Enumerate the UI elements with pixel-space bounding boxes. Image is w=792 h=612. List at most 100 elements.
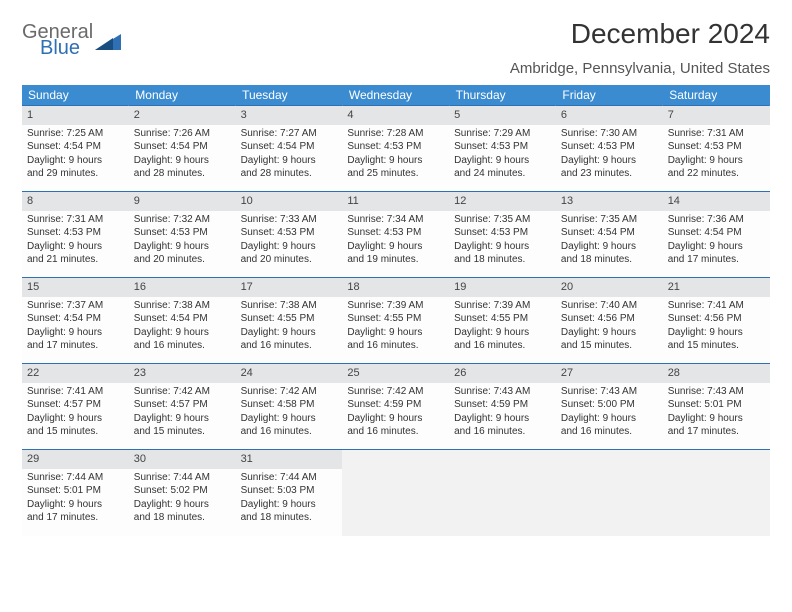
- calendar-week-row: 1 Sunrise: 7:25 AMSunset: 4:54 PM Daylight…: [22, 106, 770, 192]
- day-info-line: Daylight: 9 hours: [561, 326, 658, 340]
- calendar-day-cell: 12Sunrise: 7:35 AMSunset: 4:53 PMDayligh…: [449, 192, 556, 278]
- day-number: 12: [449, 192, 556, 211]
- day-info-line: Daylight: 9 hours: [27, 326, 124, 340]
- day-info-line: Sunrise: 7:41 AM: [668, 299, 765, 313]
- day-info-line: and 16 minutes.: [454, 425, 551, 439]
- weekday-header: Friday: [556, 85, 663, 106]
- logo-triangle-icon: [95, 30, 121, 50]
- day-info-line: Daylight: 9 hours: [241, 412, 338, 426]
- calendar-week-row: 8Sunrise: 7:31 AMSunset: 4:53 PMDaylight…: [22, 192, 770, 278]
- day-number: 27: [556, 364, 663, 383]
- day-number: 5: [449, 106, 556, 125]
- day-number: 20: [556, 278, 663, 297]
- day-number: 24: [236, 364, 343, 383]
- day-info-line: Daylight: 9 hours: [241, 326, 338, 340]
- calendar-day-cell: 5Sunrise: 7:29 AMSunset: 4:53 PMDaylight…: [449, 106, 556, 192]
- weekday-header: Sunday: [22, 85, 129, 106]
- day-info-line: Sunrise: 7:38 AM: [241, 299, 338, 313]
- day-number: 26: [449, 364, 556, 383]
- day-info-line: Sunrise: 7:44 AM: [241, 471, 338, 485]
- day-info-line: and 20 minutes.: [241, 253, 338, 267]
- day-info-line: Sunrise: 7:26 AM: [134, 127, 231, 141]
- title-block: December 2024: [571, 18, 770, 50]
- calendar-day-cell: 9Sunrise: 7:32 AMSunset: 4:53 PMDaylight…: [129, 192, 236, 278]
- day-info-line: Sunrise: 7:39 AM: [454, 299, 551, 313]
- day-info-line: Sunrise: 7:35 AM: [561, 213, 658, 227]
- day-info-line: Sunrise: 7:43 AM: [561, 385, 658, 399]
- day-info-line: and 24 minutes.: [454, 167, 551, 181]
- day-info-line: Sunset: 5:00 PM: [561, 398, 658, 412]
- day-number: 18: [342, 278, 449, 297]
- day-info-line: Sunrise: 7:42 AM: [347, 385, 444, 399]
- calendar-day-cell: 6Sunrise: 7:30 AMSunset: 4:53 PMDaylight…: [556, 106, 663, 192]
- day-info-line: and 17 minutes.: [27, 511, 124, 525]
- calendar-week-row: 29 Sunrise: 7:44 AM Sunset: 5:01 PM Dayligh…: [22, 450, 770, 536]
- day-number: 25: [342, 364, 449, 383]
- calendar-day-cell: 15Sunrise: 7:37 AMSunset: 4:54 PMDayligh…: [22, 278, 129, 364]
- day-info-line: Daylight: 9 hours: [134, 412, 231, 426]
- day-number: 28: [663, 364, 770, 383]
- day-info-line: Sunset: 4:53 PM: [134, 226, 231, 240]
- day-info-line: Sunrise: 7:25 AM: [27, 127, 124, 141]
- day-info-line: and 16 minutes.: [241, 339, 338, 353]
- day-info-line: Sunset: 4:57 PM: [134, 398, 231, 412]
- day-info-line: and 16 minutes.: [134, 339, 231, 353]
- day-info-line: Sunrise: 7:30 AM: [561, 127, 658, 141]
- day-info-line: Daylight: 9 hours: [134, 498, 231, 512]
- day-info-line: Sunset: 5:02 PM: [134, 484, 231, 498]
- day-info-line: and 16 minutes.: [561, 425, 658, 439]
- day-info-line: Sunset: 4:55 PM: [241, 312, 338, 326]
- header: General Blue December 2024: [22, 18, 770, 58]
- day-info-line: Sunset: 5:01 PM: [668, 398, 765, 412]
- day-info-line: Sunrise: 7:38 AM: [134, 299, 231, 313]
- day-info-line: Sunset: 4:55 PM: [454, 312, 551, 326]
- calendar-day-cell: [449, 450, 556, 536]
- logo-text-blue: Blue: [40, 38, 93, 58]
- day-info-line: Daylight: 9 hours: [347, 154, 444, 168]
- calendar-day-cell: 4Sunrise: 7:28 AMSunset: 4:53 PMDaylight…: [342, 106, 449, 192]
- day-info-line: Sunset: 5:01 PM: [27, 484, 124, 498]
- calendar-day-cell: 20Sunrise: 7:40 AMSunset: 4:56 PMDayligh…: [556, 278, 663, 364]
- day-info-line: Daylight: 9 hours: [454, 154, 551, 168]
- day-info-line: and 15 minutes.: [668, 339, 765, 353]
- day-info-line: and 28 minutes.: [241, 167, 338, 181]
- calendar-day-cell: [342, 450, 449, 536]
- day-info-line: Daylight: 9 hours: [134, 240, 231, 254]
- day-info-line: Sunset: 4:53 PM: [561, 140, 658, 154]
- day-info-line: Sunset: 4:59 PM: [347, 398, 444, 412]
- calendar-day-cell: 14Sunrise: 7:36 AMSunset: 4:54 PMDayligh…: [663, 192, 770, 278]
- day-info-line: Sunrise: 7:42 AM: [134, 385, 231, 399]
- day-info-line: Daylight: 9 hours: [347, 412, 444, 426]
- day-info-line: Sunset: 4:54 PM: [27, 140, 124, 154]
- day-info-line: and 16 minutes.: [347, 339, 444, 353]
- day-info-line: Daylight: 9 hours: [668, 240, 765, 254]
- calendar-day-cell: 16Sunrise: 7:38 AMSunset: 4:54 PMDayligh…: [129, 278, 236, 364]
- day-info-line: Sunrise: 7:42 AM: [241, 385, 338, 399]
- calendar-day-cell: 19Sunrise: 7:39 AMSunset: 4:55 PMDayligh…: [449, 278, 556, 364]
- day-info-line: Sunset: 4:56 PM: [668, 312, 765, 326]
- day-info-line: Daylight: 9 hours: [241, 154, 338, 168]
- day-info-line: Daylight: 9 hours: [668, 154, 765, 168]
- day-number: 4: [342, 106, 449, 125]
- weekday-header: Monday: [129, 85, 236, 106]
- day-info-line: and 22 minutes.: [668, 167, 765, 181]
- calendar-day-cell: 25 Sunrise: 7:42 AMSunset: 4:59 PMDayligh…: [342, 364, 449, 450]
- day-info-line: Sunset: 4:53 PM: [454, 226, 551, 240]
- day-number: 1: [22, 106, 129, 125]
- day-info-line: and 16 minutes.: [454, 339, 551, 353]
- day-info-line: Daylight: 9 hours: [561, 240, 658, 254]
- day-info-line: Daylight: 9 hours: [27, 412, 124, 426]
- day-info-line: Sunset: 4:57 PM: [27, 398, 124, 412]
- day-number: 22: [22, 364, 129, 383]
- day-info-line: Sunrise: 7:44 AM: [134, 471, 231, 485]
- day-number: 30: [129, 450, 236, 469]
- day-info-line: Sunrise: 7:37 AM: [27, 299, 124, 313]
- calendar-week-row: 15Sunrise: 7:37 AMSunset: 4:54 PMDayligh…: [22, 278, 770, 364]
- day-info-line: Sunset: 4:54 PM: [668, 226, 765, 240]
- day-info-line: Daylight: 9 hours: [347, 326, 444, 340]
- day-number: 29: [22, 450, 129, 469]
- day-info-line: and 18 minutes.: [241, 511, 338, 525]
- day-info-line: Daylight: 9 hours: [561, 412, 658, 426]
- day-info-line: and 16 minutes.: [347, 425, 444, 439]
- day-info-line: Sunrise: 7:32 AM: [134, 213, 231, 227]
